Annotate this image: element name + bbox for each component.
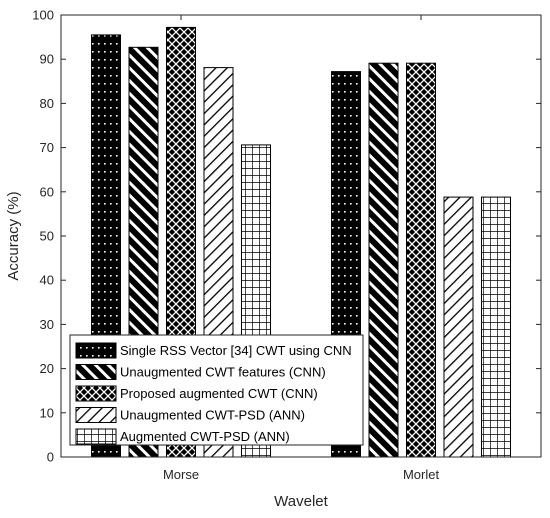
y-tick-label: 50: [40, 229, 54, 244]
x-tick-label: Morlet: [403, 467, 440, 482]
legend-swatch-black-dots: [75, 342, 117, 359]
y-tick-label: 10: [40, 405, 54, 420]
legend-box: [69, 334, 364, 446]
legend-swatch-grid: [75, 428, 117, 445]
bar-crosshatch-morlet: [406, 62, 436, 458]
x-tick-label: Morse: [163, 467, 199, 482]
bar-grid-morlet: [481, 196, 511, 458]
y-tick-label: 0: [47, 450, 54, 465]
y-tick-label: 80: [40, 96, 54, 111]
legend-swatch-crosshatch: [75, 385, 117, 402]
legend: Single RSS Vector [34] CWT using CNN Unau…: [69, 334, 364, 446]
bar-dense-backslash-morlet: [368, 62, 399, 458]
x-axis-label: Wavelet: [274, 493, 328, 510]
y-axis-label: Accuracy (%): [5, 191, 22, 280]
legend-swatch-dense-backslash: [75, 364, 117, 380]
y-tick-label: 30: [40, 317, 54, 332]
y-tick-label: 100: [32, 8, 54, 23]
legend-label: Unaugmented CWT-PSD (ANN): [120, 408, 305, 423]
plot-frame: [60, 14, 542, 458]
y-tick-label: 60: [40, 184, 54, 199]
bar-slash-morlet: [443, 196, 474, 458]
y-tick-label: 90: [40, 52, 54, 67]
y-tick-label: 40: [40, 273, 54, 288]
legend-label: Proposed augmented CWT (CNN): [120, 386, 318, 401]
legend-label: Unaugmented CWT features (CNN): [120, 365, 326, 380]
ticks-layer: 0 10 20 30 40 50 60 70 80 90 100 Morse Morlet: [32, 8, 541, 482]
legend-label: Augmented CWT-PSD (ANN): [120, 429, 290, 444]
legend-swatch-slash: [75, 407, 117, 423]
y-tick-label: 70: [40, 140, 54, 155]
legend-label: Single RSS Vector [34] CWT using CNN: [120, 343, 352, 358]
y-tick-label: 20: [40, 361, 54, 376]
